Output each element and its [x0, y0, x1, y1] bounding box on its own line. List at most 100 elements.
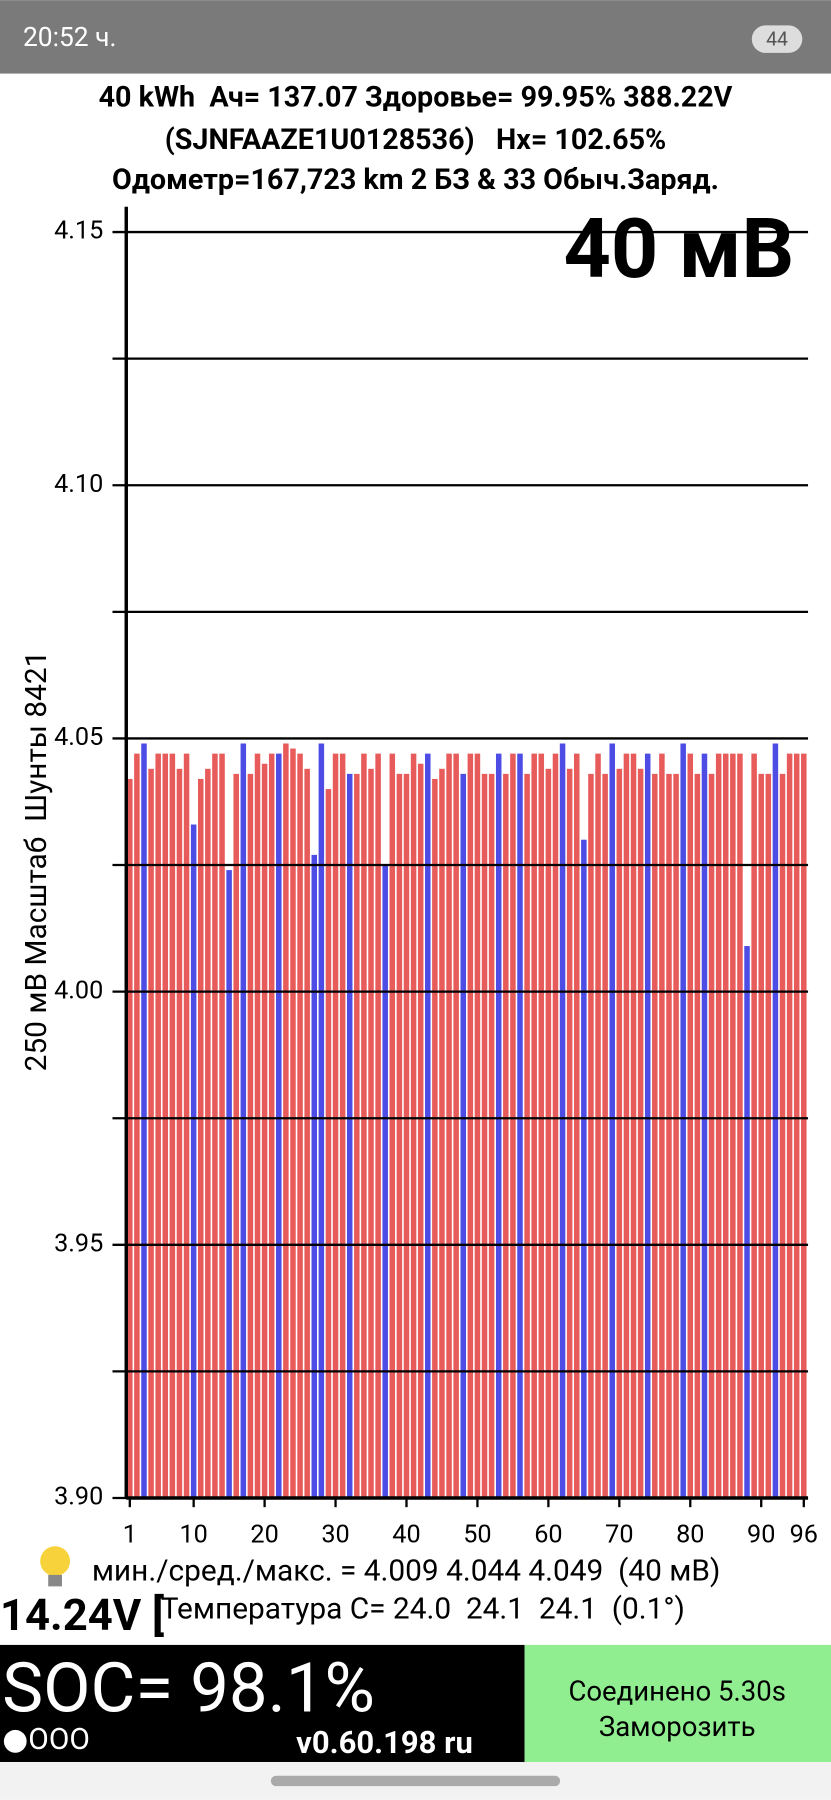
bar [574, 753, 580, 1498]
bar [318, 743, 325, 1498]
y-tick-label: 4.15 [54, 217, 103, 246]
x-tick-label: 70 [605, 1521, 633, 1550]
bar [446, 753, 452, 1498]
bar [687, 753, 694, 1498]
bar [311, 854, 318, 1498]
x-tick-label: 1 [123, 1521, 137, 1550]
bar [588, 773, 594, 1498]
bar [545, 768, 552, 1498]
bar [368, 768, 374, 1498]
bar [715, 753, 722, 1498]
bar [510, 753, 516, 1498]
soc-panel [0, 1644, 525, 1762]
stats-minmax: мин./сред./макс. = 4.009 4.044 4.049 (40… [92, 1553, 721, 1588]
bar [488, 773, 495, 1498]
bar [410, 753, 417, 1498]
bar [247, 773, 254, 1498]
x-tick-label: 80 [676, 1521, 704, 1550]
bar [134, 753, 140, 1498]
bar [652, 773, 658, 1498]
bar [276, 753, 282, 1498]
bar [212, 753, 218, 1498]
home-indicator[interactable] [270, 1775, 561, 1787]
bar [382, 865, 388, 1498]
bar [786, 753, 793, 1498]
bar [531, 753, 537, 1498]
freeze-label[interactable]: Заморозить [599, 1710, 756, 1743]
bar [581, 839, 587, 1498]
bar [325, 789, 332, 1498]
bar [396, 773, 403, 1498]
bar [730, 753, 736, 1498]
header-line: 40 kWh Ач= 137.07 Здоровье= 99.95% 388.2… [99, 80, 733, 114]
y-tick-label: 4.00 [54, 976, 103, 1005]
status-dots: ●OOO [2, 1722, 90, 1757]
bar [701, 753, 708, 1498]
bar [297, 753, 303, 1498]
bar [765, 773, 772, 1498]
bar [503, 773, 509, 1498]
bar [425, 753, 431, 1498]
bar [609, 743, 615, 1498]
bar [595, 753, 601, 1498]
bar [332, 753, 339, 1498]
bar [517, 753, 523, 1498]
bar [417, 763, 424, 1498]
bar [538, 753, 545, 1498]
bar [290, 748, 296, 1498]
battery-icon [751, 25, 803, 53]
header-line: Одометр=167,723 km 2 БЗ & 33 Обыч.Заряд. [112, 163, 719, 197]
bar [644, 753, 651, 1498]
soc: SOC= 98.1% [2, 1647, 375, 1728]
bar [361, 753, 367, 1498]
y-tick-label: 4.05 [54, 723, 103, 752]
x-tick-label: 96 [790, 1521, 818, 1550]
bar [283, 743, 289, 1498]
bar [779, 773, 786, 1498]
header-line: (SJNFAAZE1U0128536) Hx= 102.65% [165, 123, 667, 157]
stats-temperature: Температура C= 24.0 24.1 24.1 (0.1°) [161, 1591, 685, 1626]
status-time: 20:52 ч. [23, 23, 117, 53]
x-tick-label: 30 [321, 1521, 349, 1550]
bar [793, 753, 800, 1498]
chart: 4.15 4.10 4.05 4.00 3.95 3.90 1 10 20 30 40 50 60 70 8… [54, 206, 818, 1550]
bar [722, 753, 729, 1498]
bar [481, 773, 488, 1498]
bar [708, 773, 715, 1498]
y-axis-label: 250 мВ Масштаб Шунты 8421 [19, 651, 54, 1072]
bar [737, 753, 743, 1498]
bar [240, 743, 247, 1498]
x-tick-label: 90 [747, 1521, 775, 1550]
y-tick-label: 3.90 [54, 1483, 103, 1512]
bar [148, 768, 154, 1498]
bar [268, 753, 275, 1498]
bar [559, 743, 566, 1498]
bar [219, 753, 225, 1498]
bar [183, 753, 190, 1498]
bar [602, 773, 608, 1498]
bar [127, 778, 133, 1498]
bar [673, 773, 679, 1498]
bar [694, 773, 701, 1498]
status-bar [0, 0, 831, 74]
bar [616, 768, 623, 1498]
connect-button[interactable] [524, 1644, 831, 1762]
bar [155, 753, 161, 1498]
bar [162, 753, 169, 1498]
bar [758, 773, 764, 1498]
connected-label[interactable]: Соединено 5.30s [568, 1674, 786, 1707]
bar [403, 773, 410, 1498]
bar [439, 768, 445, 1498]
bar [226, 870, 232, 1498]
bar [254, 753, 261, 1498]
bar [801, 753, 807, 1498]
bar [666, 773, 672, 1498]
x-tick-label: 40 [392, 1521, 420, 1550]
bar [744, 946, 750, 1498]
bar [467, 753, 474, 1498]
x-tick-label: 60 [534, 1521, 562, 1550]
bar [623, 753, 630, 1498]
bar [375, 753, 381, 1498]
